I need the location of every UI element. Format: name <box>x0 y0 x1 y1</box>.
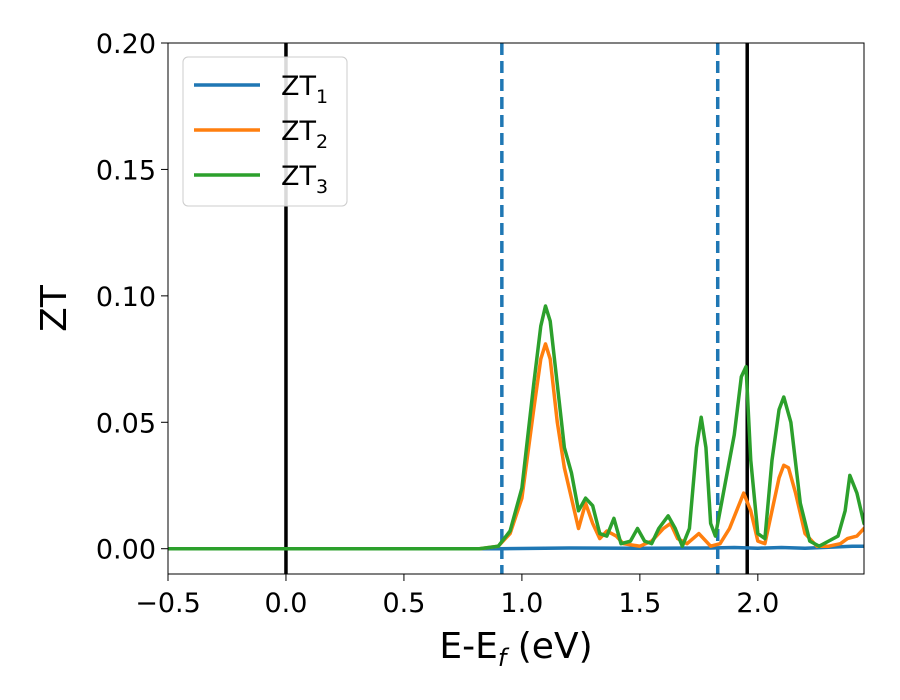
y-tick-label: 0.15 <box>96 155 156 186</box>
y-tick-label: 0.00 <box>96 535 156 566</box>
legend-label-zt3: ZT3 <box>281 161 328 198</box>
x-tick-label: 0.5 <box>382 588 425 619</box>
x-tick-label: 1.5 <box>618 588 661 619</box>
y-axis-label: ZT <box>34 284 75 332</box>
series-line-zt3 <box>168 304 864 551</box>
series-lines <box>168 304 864 551</box>
y-tick-label: 0.10 <box>96 282 156 313</box>
x-tick-label: 0.0 <box>264 588 307 619</box>
x-axis-label-main: E-E <box>439 626 497 667</box>
y-tick-label: 0.20 <box>96 29 156 60</box>
x-tick-label: 1.0 <box>500 588 543 619</box>
legend-label-zt2: ZT2 <box>281 116 328 153</box>
y-axis: 0.00 0.05 0.10 0.15 0.20 <box>96 29 168 566</box>
x-tick-label: −0.5 <box>135 588 201 619</box>
y-tick-label: 0.05 <box>96 408 156 439</box>
legend-label-zt1: ZT1 <box>281 71 328 108</box>
legend: ZT1 ZT2 ZT3 <box>182 56 348 207</box>
plot-frame <box>167 42 865 575</box>
series-line-zt2 <box>168 342 864 551</box>
x-axis-label-unit: (eV) <box>506 626 592 667</box>
legend-box <box>182 56 348 207</box>
x-axis: −0.5 0.0 0.5 1.0 1.5 2.0 <box>135 574 779 619</box>
x-tick-label: 2.0 <box>736 588 779 619</box>
x-axis-label: E-Ef (eV) <box>439 626 592 672</box>
